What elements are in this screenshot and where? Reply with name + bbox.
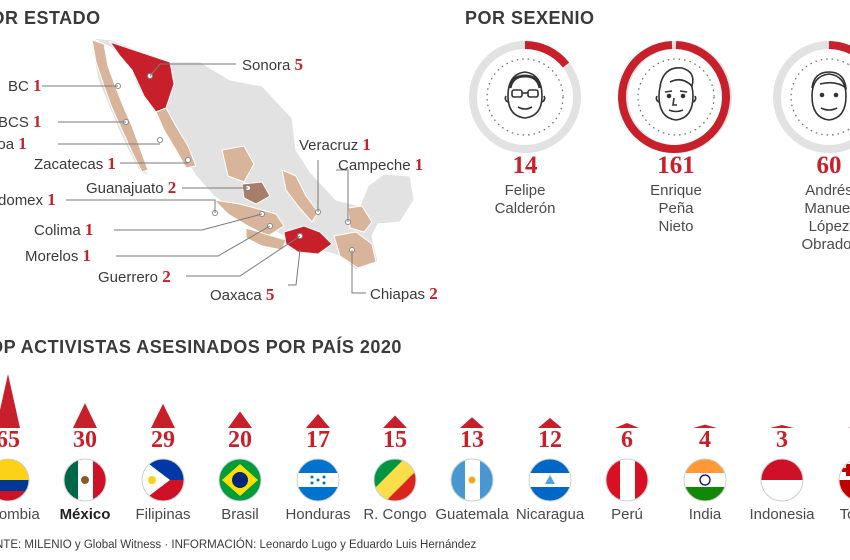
country-bar <box>0 374 20 428</box>
country-value: 17 <box>306 427 330 453</box>
flag-congo-icon <box>374 459 416 501</box>
state-label-zacatecas: Zacatecas 1 <box>34 154 116 174</box>
state-label-bc: BC 1 <box>8 76 42 96</box>
country-bar <box>770 425 794 428</box>
chart-title: TOP ACTIVISTAS ASESINADOS POR PAÍS 2020 <box>0 337 402 357</box>
state-label-morelos: Morelos 1 <box>25 246 92 266</box>
country-label: Perú <box>611 506 643 523</box>
country-value: 30 <box>73 427 97 453</box>
country-label: Guatemala <box>435 506 509 523</box>
footer-source: FUENTE: MILENIO y Global Witness · INFOR… <box>0 539 477 551</box>
term-name-pena: Enrique Peña Nieto <box>650 182 702 235</box>
flag-mexico-icon <box>64 459 106 501</box>
by-term-title: POR SEXENIO <box>465 8 595 28</box>
state-label-bcs: BCS 1 <box>0 112 42 132</box>
country-value: 4 <box>699 427 711 453</box>
flag-indonesia-icon <box>761 459 803 501</box>
state-label-sinaloa: Sinaloa 1 <box>0 134 27 154</box>
state-label-guanajuato: Guanajuato 2 <box>86 178 177 198</box>
term-rings <box>469 41 850 153</box>
country-value: 29 <box>151 427 175 453</box>
flag-honduras-icon <box>297 459 339 501</box>
state-label-guerrero: Guerrero 2 <box>98 267 171 287</box>
country-value: 6 <box>621 427 633 453</box>
country-bar <box>306 413 330 428</box>
country-label: India <box>688 506 722 523</box>
calderon-face-icon <box>504 71 546 119</box>
country-label: Tonga <box>839 506 850 523</box>
country-value: 12 <box>538 427 562 453</box>
country-bar <box>615 423 639 428</box>
term-ring-amlo <box>773 41 850 153</box>
state-label-edomex: Edomex 1 <box>0 190 56 210</box>
by-state-title: POR ESTADO <box>0 8 101 28</box>
map-oaxaca <box>283 225 333 255</box>
state-label-campeche: Campeche 1 <box>338 155 424 175</box>
map-veracruz <box>281 169 319 223</box>
flag-philippines-icon <box>142 459 184 501</box>
country-bar <box>151 403 175 428</box>
country-bar <box>460 417 484 428</box>
country-bar <box>693 424 717 428</box>
term-name-amlo: Andrés Manuel López Obrador <box>801 182 850 253</box>
country-value: 3 <box>776 427 788 453</box>
country-bar <box>383 415 407 428</box>
term-value-calderon: 14 <box>512 152 538 179</box>
flag-brazil-icon <box>219 459 261 501</box>
term-ring-pena <box>618 41 732 153</box>
map-baja <box>91 39 149 173</box>
country-value: 15 <box>383 427 407 453</box>
state-label-chiapas: Chiapas 2 <box>370 284 438 304</box>
flag-nicaragua-icon <box>529 459 571 501</box>
country-bar <box>538 418 562 428</box>
country-value: 65 <box>0 427 20 453</box>
country-label: Brasil <box>221 506 259 523</box>
country-value: 20 <box>228 427 252 453</box>
term-name-calderon: Felipe Calderón <box>494 182 556 217</box>
map-campeche <box>347 205 373 233</box>
flag-tonga-icon <box>839 459 850 501</box>
country-label: Indonesia <box>749 506 815 523</box>
country-bar <box>73 403 97 428</box>
country-label: Nicaragua <box>515 506 585 523</box>
flag-india-icon <box>684 459 726 501</box>
state-label-veracruz: Veracruz 1 <box>299 135 371 155</box>
country-value: 2 <box>825 427 850 454</box>
state-label-oaxaca: Oaxaca 5 <box>210 285 275 305</box>
flag-guatemala-icon <box>451 459 493 501</box>
country-label: Colombia <box>0 506 40 523</box>
country-label: R. Congo <box>363 506 427 523</box>
country-value: 13 <box>460 427 484 453</box>
term-value-pena: 161 <box>657 152 695 179</box>
map-sinaloa <box>155 107 197 169</box>
country-label: Honduras <box>285 506 351 523</box>
country-label: México <box>59 506 111 523</box>
country-label: Filipinas <box>135 506 191 523</box>
pena-face-icon <box>655 67 697 121</box>
mexico-map <box>42 37 415 294</box>
country-bars <box>0 374 850 428</box>
term-ring-calderon <box>469 41 581 153</box>
flag-peru-icon <box>606 459 648 501</box>
flag-colombia-icon <box>0 459 29 501</box>
amlo-face-icon <box>811 71 848 121</box>
country-flags <box>0 458 850 502</box>
map-zacatecas <box>221 145 255 183</box>
country-bar <box>228 411 252 428</box>
map-center <box>212 199 285 237</box>
term-value-amlo: 60 <box>816 152 842 179</box>
state-label-sonora: Sonora 5 <box>242 55 304 75</box>
state-label-colima: Colima 1 <box>34 220 94 240</box>
